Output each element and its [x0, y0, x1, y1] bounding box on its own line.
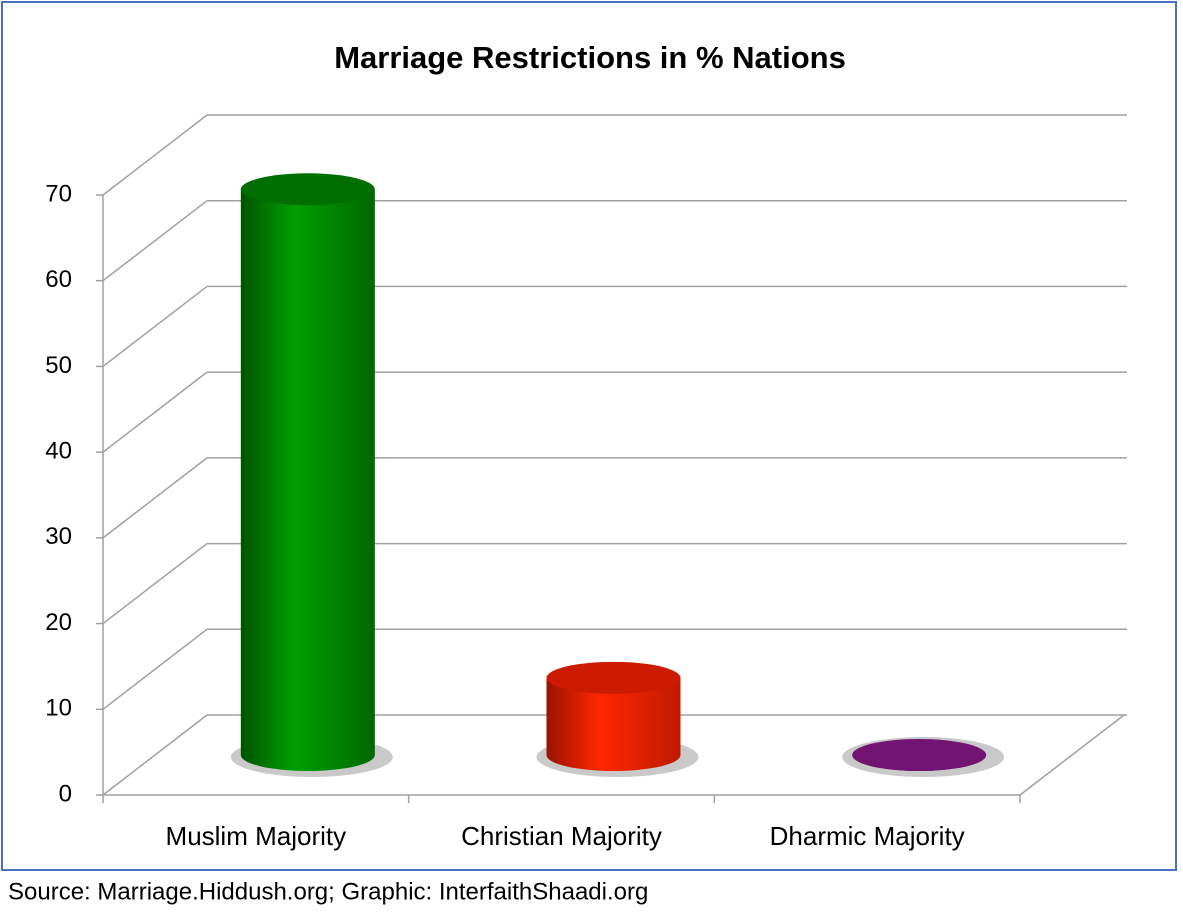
x-tick-label: Muslim Majority [166, 821, 347, 851]
x-tick-label: Dharmic Majority [770, 821, 965, 851]
grid-line [102, 200, 208, 282]
bar-top [240, 173, 375, 206]
floor-right [1019, 714, 1125, 796]
bar [240, 189, 375, 772]
grid-line [102, 457, 208, 539]
y-tick-label: 60 [45, 266, 72, 293]
chart-title: Marriage Restrictions in % Nations [334, 40, 846, 75]
grid-line [102, 114, 208, 196]
grid-line [102, 542, 208, 625]
grid-line [102, 371, 208, 453]
grid-line [102, 714, 208, 796]
x-tick-label: Christian Majority [461, 821, 662, 851]
bar-top [852, 739, 987, 771]
grid-line [102, 285, 208, 368]
y-tick-label: 70 [45, 180, 72, 207]
y-tick-label: 10 [45, 695, 72, 722]
bar [546, 677, 681, 771]
bar-top [546, 661, 681, 694]
y-tick-label: 30 [45, 523, 72, 550]
y-tick-label: 0 [59, 780, 72, 807]
y-tick-label: 20 [45, 609, 72, 636]
y-tick-label: 40 [45, 437, 72, 464]
grid-line [102, 628, 208, 710]
source-note: Source: Marriage.Hiddush.org; Graphic: I… [8, 878, 648, 905]
y-tick-label: 50 [45, 352, 72, 379]
